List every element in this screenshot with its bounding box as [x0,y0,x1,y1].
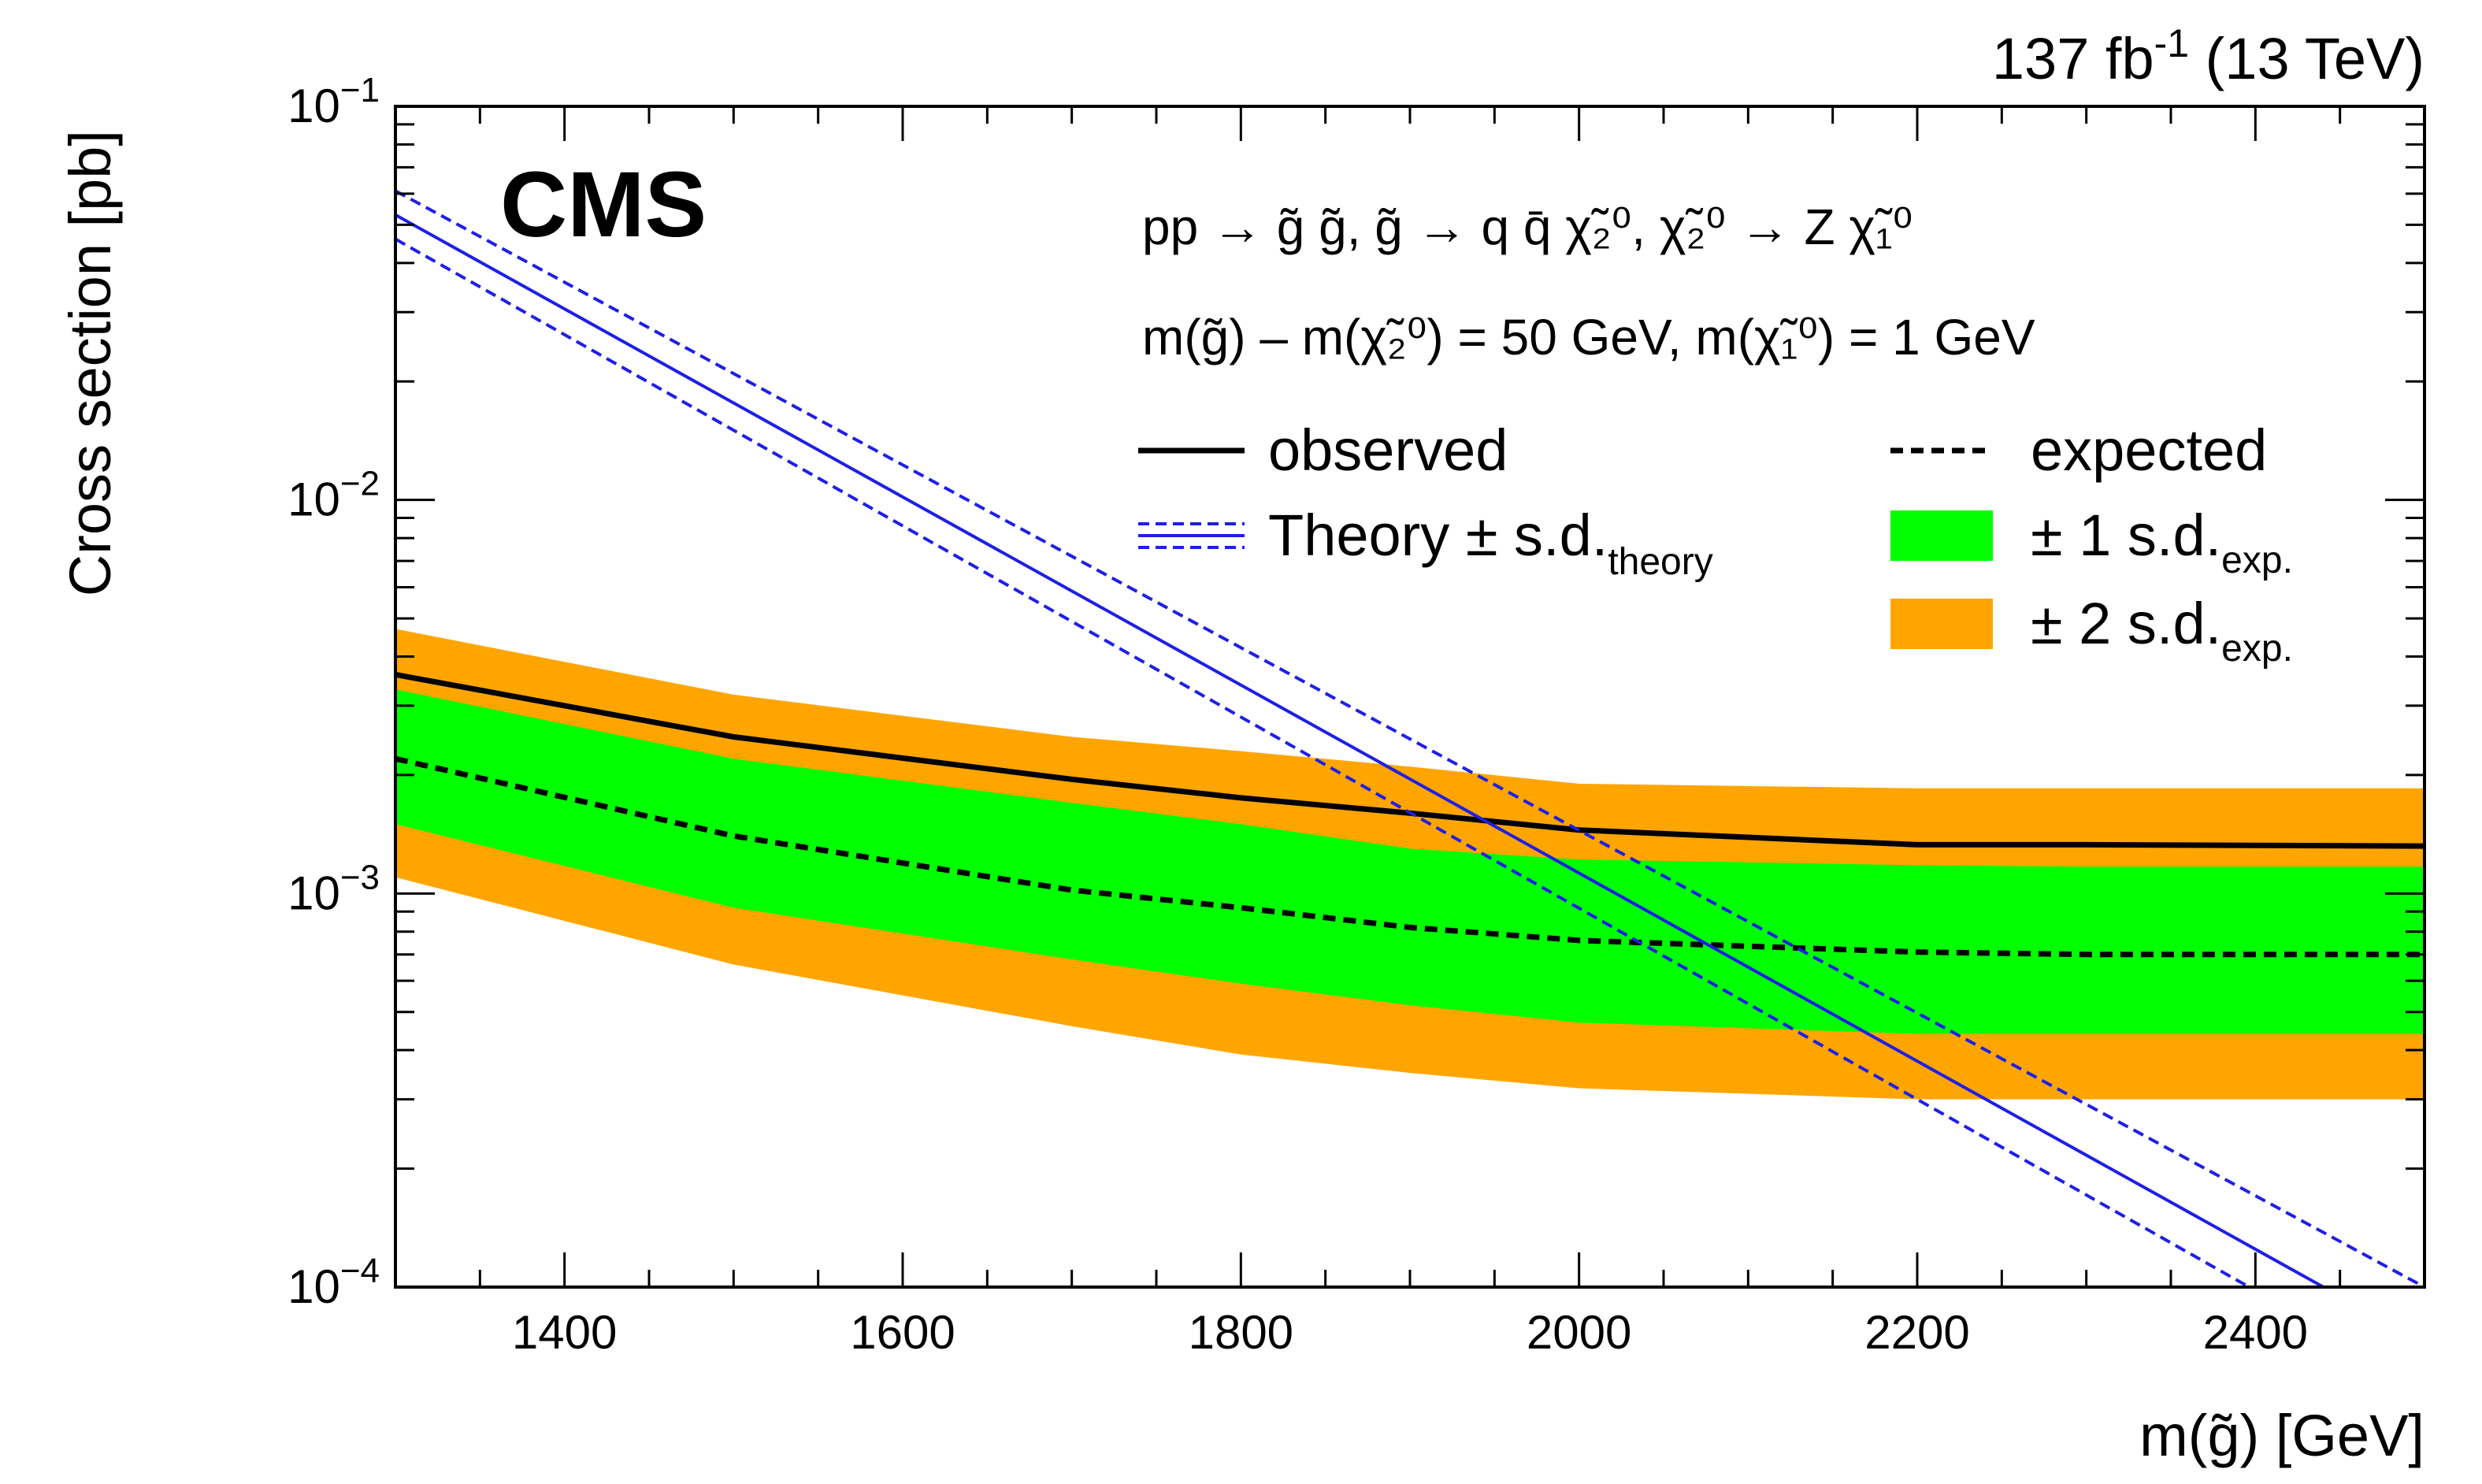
experiment-label: CMS [500,153,707,257]
legend-2sd-label: ± 2 s.d.exp. [2031,591,2293,670]
theory-lower-line [395,237,2253,1287]
y-tick-label: 10−2 [288,465,380,526]
x-axis-title: m(g̃) [GeV] [2139,1403,2424,1468]
legend-theory-label: Theory ± s.d.theory [1268,503,1713,583]
x-tick-label: 2200 [1864,1306,1969,1359]
x-tick-label: 2400 [2203,1306,2308,1359]
x-tick-label: 1400 [512,1306,617,1359]
legend: observed Theory ± s.d.theory expected ± … [1138,417,2293,670]
legend-observed-label: observed [1268,417,1508,483]
x-tick-label: 2000 [1527,1306,1631,1359]
axes-layer: 1400 1600 1800 2000 2200 2400 10−1 10−2 10−3 10−4 [288,71,2426,1359]
lines-layer [395,189,2424,1287]
y-tick-label: 10−3 [288,858,380,919]
process-line-2: m(g̃) – m(χ̃₂⁰) = 50 GeV, m(χ̃₁⁰) = 1 Ge… [1142,309,2035,365]
legend-1sd-label: ± 1 s.d.exp. [2031,503,2293,581]
y-axis-title: Cross section [pb] [58,130,123,596]
lumi-label: 137 fb-1 (13 TeV) [1992,21,2424,91]
y-tick-label: 10−4 [288,1252,380,1313]
y-tick-label: 10−1 [288,71,380,132]
x-tick-label: 1600 [850,1306,955,1359]
theory-upper-line [395,189,2424,1287]
legend-2sd-swatch [1890,599,1993,649]
legend-expected-label: expected [2031,417,2267,483]
band-1sd [395,689,2424,1034]
bands-layer [395,629,2424,1100]
expected-line [395,755,2424,958]
theory-central-line [395,213,2327,1287]
process-line-1: pp → g̃ g̃, g̃ → q q̄ χ̃₂⁰, χ̃₂⁰ → Z χ̃₁… [1142,198,1913,255]
x-tick-label: 1800 [1189,1306,1293,1359]
legend-1sd-swatch [1890,510,1993,561]
